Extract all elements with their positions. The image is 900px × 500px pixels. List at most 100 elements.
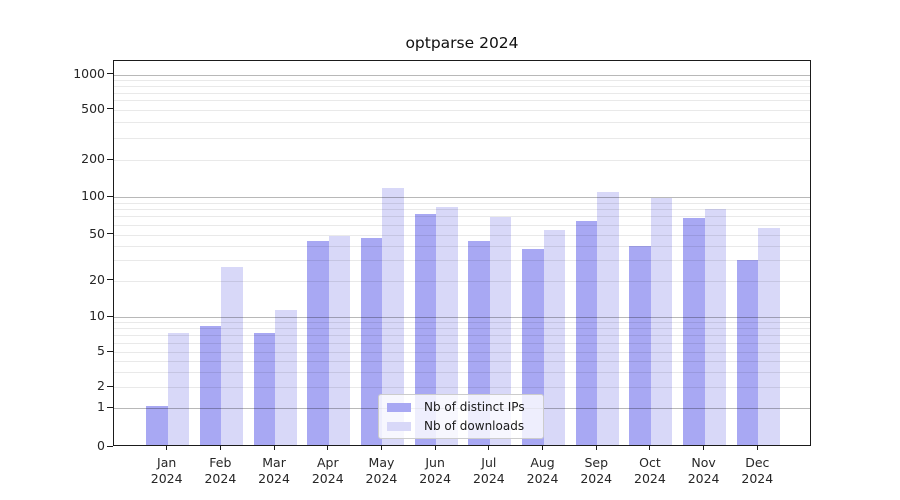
y-tick-label-50: 50 bbox=[89, 225, 105, 241]
gridline-900 bbox=[114, 79, 810, 81]
x-tick-mark bbox=[219, 446, 221, 450]
x-tick-label-jul: Jul 2024 bbox=[472, 455, 505, 486]
y-tick-mark bbox=[107, 73, 113, 74]
bar-oct-ips bbox=[629, 246, 651, 445]
y-tick-label-0: 0 bbox=[97, 438, 105, 453]
gridline-3 bbox=[114, 371, 810, 373]
bar-aug-downloads bbox=[543, 230, 566, 445]
y-tick-label-500: 500 bbox=[81, 100, 105, 116]
legend-label: Nb of distinct IPs bbox=[424, 400, 525, 414]
gridline-200 bbox=[114, 160, 810, 161]
x-tick-mark bbox=[595, 446, 597, 450]
bar-jul-downloads bbox=[489, 217, 512, 445]
legend: Nb of distinct IPs Nb of downloads bbox=[378, 394, 544, 439]
bar-apr-downloads bbox=[328, 235, 351, 445]
y-tick-mark bbox=[107, 279, 113, 280]
x-tick-mark bbox=[542, 446, 544, 450]
gridline-800 bbox=[114, 85, 810, 87]
y-tick-label-5: 5 bbox=[97, 343, 105, 358]
x-tick-mark bbox=[380, 446, 382, 450]
gridline-100 bbox=[114, 197, 810, 198]
bar-jun-downloads bbox=[436, 207, 458, 445]
legend-swatch bbox=[387, 421, 411, 431]
gridline-700 bbox=[114, 92, 810, 94]
bar-jun-ips bbox=[414, 214, 437, 445]
gridline-4 bbox=[114, 360, 810, 362]
bar-feb-downloads bbox=[221, 267, 243, 445]
gridline-90 bbox=[114, 202, 810, 204]
y-tick-mark bbox=[107, 233, 113, 234]
y-tick-label-20: 20 bbox=[89, 271, 105, 287]
x-tick-label-feb: Feb 2024 bbox=[204, 455, 237, 486]
gridline-30 bbox=[114, 260, 810, 262]
gridline-80 bbox=[114, 209, 810, 211]
gridline-600 bbox=[114, 100, 810, 102]
bar-sep-ips bbox=[575, 220, 598, 445]
legend-row: Nb of downloads bbox=[379, 419, 524, 433]
bar-feb-ips bbox=[199, 326, 222, 445]
x-tick-label-mar: Mar 2024 bbox=[258, 455, 290, 486]
y-tick-mark bbox=[107, 108, 113, 109]
bar-nov-ips bbox=[683, 218, 705, 445]
x-tick-mark bbox=[273, 446, 275, 450]
y-tick-mark bbox=[107, 158, 113, 160]
x-tick-label-may: May 2024 bbox=[365, 455, 398, 486]
bar-dec-ips bbox=[736, 259, 759, 445]
y-tick-mark bbox=[107, 385, 113, 387]
bar-oct-downloads bbox=[650, 198, 673, 445]
x-tick-mark bbox=[756, 446, 758, 450]
y-tick-label-10: 10 bbox=[89, 308, 105, 323]
x-tick-label-jan: Jan 2024 bbox=[150, 455, 183, 486]
y-tick-label-200: 200 bbox=[81, 151, 105, 166]
legend-row: Nb of distinct IPs bbox=[379, 400, 525, 414]
gridline-2 bbox=[114, 387, 810, 388]
y-tick-mark bbox=[107, 315, 113, 317]
x-tick-label-jun: Jun 2024 bbox=[419, 455, 452, 486]
gridline-6 bbox=[114, 342, 810, 344]
x-tick-label-nov: Nov 2024 bbox=[687, 455, 720, 486]
y-tick-mark bbox=[107, 350, 113, 352]
gridline-300 bbox=[114, 137, 810, 139]
gridline-40 bbox=[114, 245, 810, 247]
x-tick-label-apr: Apr 2024 bbox=[311, 455, 344, 486]
x-tick-label-aug: Aug 2024 bbox=[526, 455, 559, 486]
bar-apr-ips bbox=[307, 241, 329, 445]
gridline-8 bbox=[114, 328, 810, 330]
x-tick-mark bbox=[434, 446, 436, 450]
legend-label: Nb of downloads bbox=[424, 419, 525, 433]
gridline-7 bbox=[114, 335, 810, 336]
y-tick-mark bbox=[107, 195, 113, 197]
bar-may-downloads bbox=[382, 187, 404, 445]
legend-swatch bbox=[387, 402, 411, 412]
bar-dec-downloads bbox=[758, 228, 780, 445]
gridline-5 bbox=[114, 352, 810, 353]
gridline-70 bbox=[114, 216, 810, 218]
y-tick-mark bbox=[107, 406, 113, 408]
x-tick-label-sep: Sep 2024 bbox=[580, 455, 613, 486]
gridline-10 bbox=[114, 317, 810, 318]
bar-may-ips bbox=[360, 237, 383, 445]
y-tick-label-1000: 1000 bbox=[73, 65, 105, 81]
gridline-1000 bbox=[114, 74, 810, 76]
gridline-500 bbox=[114, 109, 810, 111]
chart-title: optparse 2024 bbox=[405, 34, 519, 52]
gridline-20 bbox=[114, 280, 810, 282]
gridline-50 bbox=[114, 234, 810, 236]
gridline-60 bbox=[114, 224, 810, 226]
x-tick-mark bbox=[488, 446, 490, 450]
gridline-9 bbox=[114, 322, 810, 324]
x-tick-label-oct: Oct 2024 bbox=[634, 455, 666, 486]
y-tick-label-1: 1 bbox=[97, 399, 105, 414]
x-tick-mark bbox=[649, 446, 651, 450]
x-tick-mark bbox=[327, 446, 329, 450]
x-tick-mark bbox=[166, 446, 168, 450]
bar-mar-downloads bbox=[275, 309, 297, 445]
bar-jan-downloads bbox=[167, 333, 190, 445]
bar-sep-downloads bbox=[597, 191, 619, 445]
y-tick-label-2: 2 bbox=[97, 378, 105, 393]
y-tick-label-100: 100 bbox=[81, 188, 105, 203]
plot-area: Nb of distinct IPs Nb of downloads bbox=[113, 60, 811, 446]
gridline-400 bbox=[114, 121, 810, 123]
y-tick-mark bbox=[107, 445, 113, 447]
